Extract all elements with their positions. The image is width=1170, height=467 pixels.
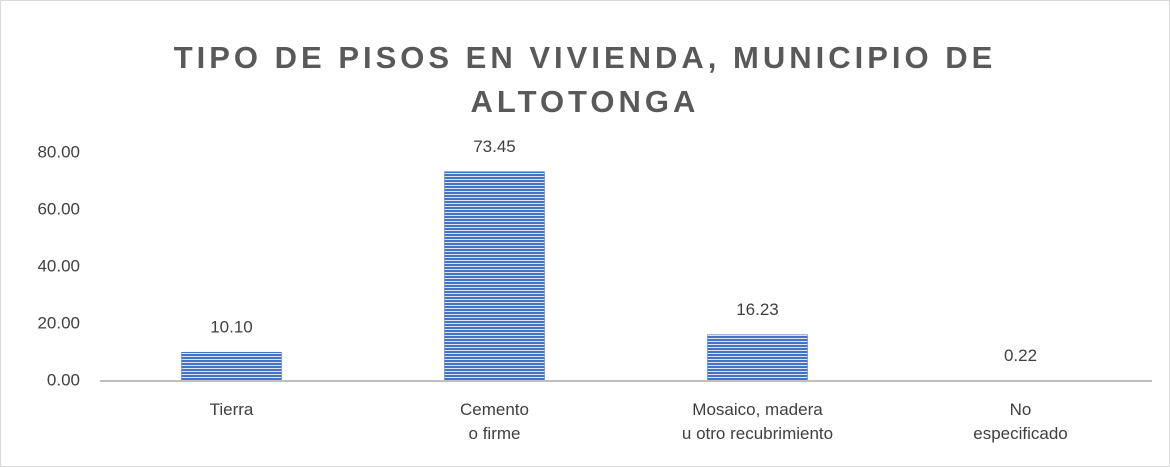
y-tick-label: 80.00: [37, 142, 80, 161]
bar: [181, 351, 282, 382]
x-tick-label: Cemento o firme: [460, 400, 529, 443]
x-tick-label: Tierra: [209, 400, 254, 419]
x-tick-label: No especificado: [973, 400, 1068, 443]
y-tick-label: 60.00: [37, 199, 80, 218]
y-tick-label: 20.00: [37, 313, 80, 332]
data-label: 0.22: [1004, 346, 1037, 365]
y-tick-label: 40.00: [37, 256, 80, 275]
data-label: 10.10: [210, 318, 253, 337]
data-label: 16.23: [736, 300, 779, 319]
bar: [444, 171, 545, 382]
x-tick-label: Mosaico, madera u otro recubrimiento: [681, 400, 834, 443]
y-tick-label: 0.00: [47, 370, 80, 389]
bar: [707, 334, 808, 382]
data-label: 73.45: [473, 137, 516, 156]
chart-title: TIPO DE PISOS EN VIVIENDA, MUNICIPIO DE …: [173, 40, 997, 119]
